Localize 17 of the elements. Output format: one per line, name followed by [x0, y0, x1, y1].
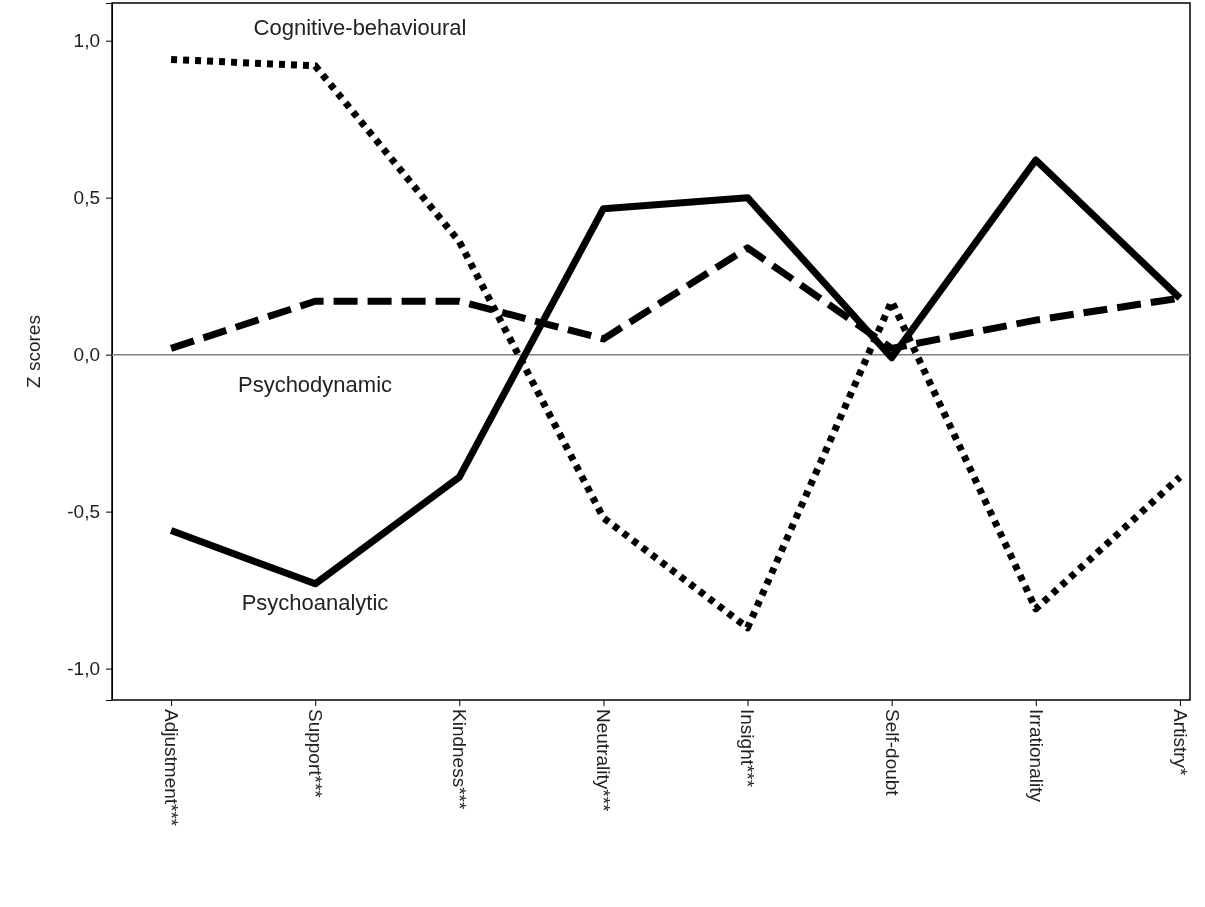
y-axis-title: Z scores	[23, 315, 44, 388]
y-tick-label: -0,5	[67, 501, 100, 523]
x-tick-label: Self-doubt	[881, 709, 903, 797]
x-tick-label: Neutrality***	[593, 709, 615, 813]
y-tick-label: 1,0	[73, 30, 100, 52]
y-tick-label: -1,0	[67, 658, 100, 680]
x-tick-label: Adjustment***	[160, 709, 182, 827]
y-tick-label: 0,0	[73, 344, 100, 366]
x-tick-label: Support***	[305, 709, 327, 799]
x-tick-label: Insight***	[737, 709, 759, 788]
x-tick-label: Irrationality	[1025, 709, 1047, 803]
x-tick-label: Artistry*	[1169, 709, 1191, 777]
x-tick-label: Kindness***	[449, 709, 471, 810]
series-label: Psychodynamic	[237, 372, 393, 397]
series-label: Psychoanalytic	[241, 590, 389, 615]
series-label: Cognitive-behavioural	[253, 15, 467, 40]
y-tick-label: 0,5	[73, 187, 100, 209]
